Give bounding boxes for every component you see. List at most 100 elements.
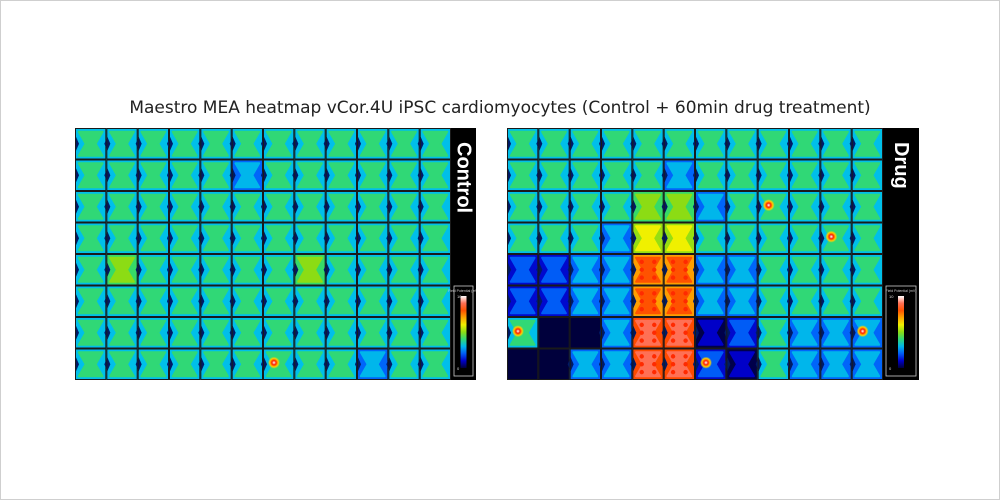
well-F5 [198,285,232,317]
well-G2 [538,317,570,349]
well-B5 [198,159,232,191]
well-E7 [693,254,727,286]
well-D3 [135,222,170,254]
well-A2 [536,128,570,160]
well-B2 [104,159,138,191]
well-G6 [661,317,696,349]
well-A6 [229,128,264,160]
well-B3 [135,159,170,191]
well-A2 [104,128,138,160]
well-F9 [755,285,790,317]
well-H2 [538,348,570,380]
well-C12 [849,191,883,223]
well-F2 [536,285,570,317]
well-H1 [507,348,539,380]
well-A5 [198,128,232,160]
well-A3 [135,128,170,160]
well-D10 [787,222,821,254]
well-H4 [167,348,201,380]
well-A5 [630,128,664,160]
well-B10 [787,159,821,191]
well-H9 [755,348,790,380]
well-H11 [386,348,420,380]
well-G6 [229,317,264,349]
colorbar-caption: Field Potential (mV) [886,289,917,293]
well-H3 [135,348,170,380]
well-C5 [198,191,232,223]
well-C10 [355,191,389,223]
well-D9 [755,222,790,254]
colorbar [460,296,467,368]
well-E1 [507,254,539,286]
well-B6 [229,159,264,191]
well-G10 [355,317,389,349]
well-C12 [417,191,451,223]
well-F4 [599,285,633,317]
well-D5 [198,222,232,254]
well-H9 [323,348,358,380]
colorbar-min-label: 0 [889,366,892,371]
well-C11 [818,191,852,223]
well-E8 [724,254,758,286]
well-A7 [693,128,727,160]
well-F3 [135,285,170,317]
well-A9 [755,128,790,160]
well-H10 [787,348,821,380]
well-H4 [599,348,633,380]
well-B12 [417,159,451,191]
well-G8 [724,317,758,349]
well-E3 [135,254,170,286]
well-E11 [818,254,852,286]
well-G7 [693,317,727,349]
well-H8 [724,348,758,380]
well-D6 [661,222,696,254]
well-G4 [599,317,633,349]
well-A8 [724,128,758,160]
well-F7 [261,285,295,317]
well-C3 [135,191,170,223]
well-H12 [417,348,451,380]
well-B12 [849,159,883,191]
well-H6 [229,348,264,380]
well-H8 [292,348,326,380]
well-H5 [630,348,664,380]
well-E6 [661,254,696,286]
drug-heatmap-panel: Drug Field Potential (mV) 10 0 [507,128,919,380]
control-heatmap-panel: Control Field Potential (mV) 10 0 [75,128,476,380]
well-A3 [567,128,602,160]
well-D8 [292,222,326,254]
well-C4 [167,191,201,223]
well-A4 [167,128,201,160]
well-E4 [167,254,201,286]
well-F2 [104,285,138,317]
well-G10 [787,317,821,349]
well-H12 [849,348,883,380]
well-C5 [630,191,664,223]
colorbar [898,296,904,368]
well-H5 [198,348,232,380]
well-A9 [323,128,358,160]
hotspot-marker [699,356,712,369]
hotspot-marker [856,325,869,338]
well-D8 [724,222,758,254]
well-F1 [507,285,539,317]
well-C6 [229,191,264,223]
well-D5 [630,222,664,254]
well-B9 [323,159,358,191]
well-F10 [787,285,821,317]
well-G9 [755,317,790,349]
well-B8 [724,159,758,191]
well-D2 [104,222,138,254]
well-D7 [693,222,727,254]
well-G4 [167,317,201,349]
well-D12 [417,222,451,254]
well-E10 [355,254,389,286]
well-C4 [599,191,633,223]
well-E7 [261,254,295,286]
well-F9 [323,285,358,317]
well-E8 [292,254,326,286]
well-D6 [229,222,264,254]
well-E2 [104,254,138,286]
hotspot-marker [825,230,838,243]
well-A1 [507,128,539,160]
